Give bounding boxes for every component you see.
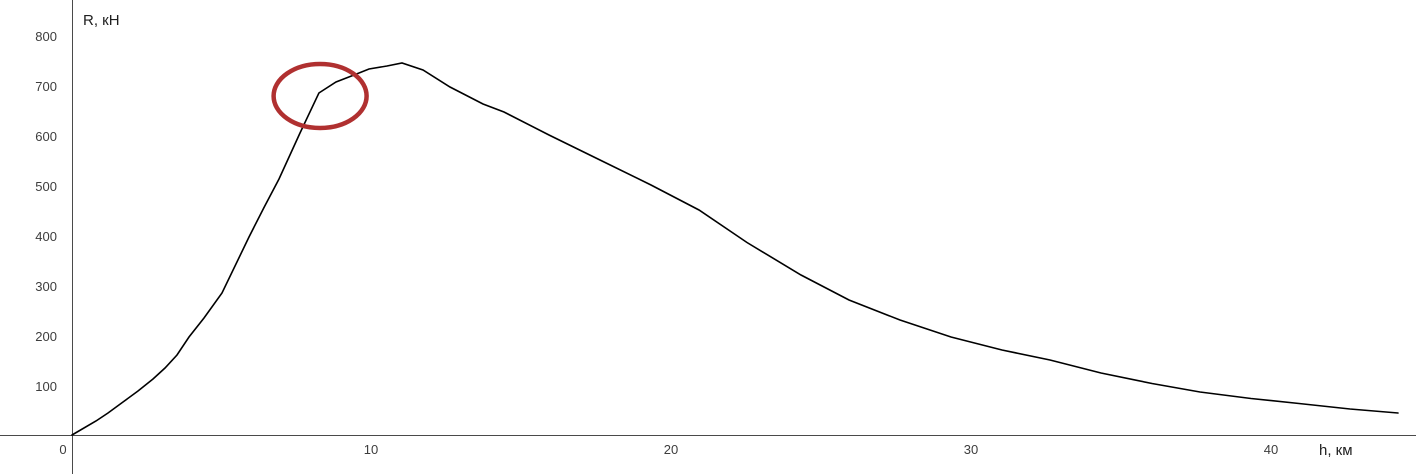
- y-tick-label: 300: [35, 279, 57, 294]
- y-tick-label: 200: [35, 329, 57, 344]
- y-tick-label: 500: [35, 179, 57, 194]
- x-tick-label: 40: [1263, 442, 1279, 457]
- y-tick-label: 600: [35, 129, 57, 144]
- y-axis-title: R, кН: [83, 12, 120, 29]
- x-axis-title: h, км: [1319, 442, 1353, 459]
- x-tick-label: 20: [663, 442, 679, 457]
- y-tick-label: 800: [35, 29, 57, 44]
- thrust-curve: [71, 62, 1399, 436]
- annotation-ellipse: [271, 61, 369, 131]
- y-tick-label: 700: [35, 79, 57, 94]
- y-tick-label: 400: [35, 229, 57, 244]
- x-tick-label: 30: [963, 442, 979, 457]
- origin-tick-label: 0: [59, 442, 67, 457]
- x-tick-label: 10: [363, 442, 379, 457]
- y-tick-label: 100: [35, 379, 57, 394]
